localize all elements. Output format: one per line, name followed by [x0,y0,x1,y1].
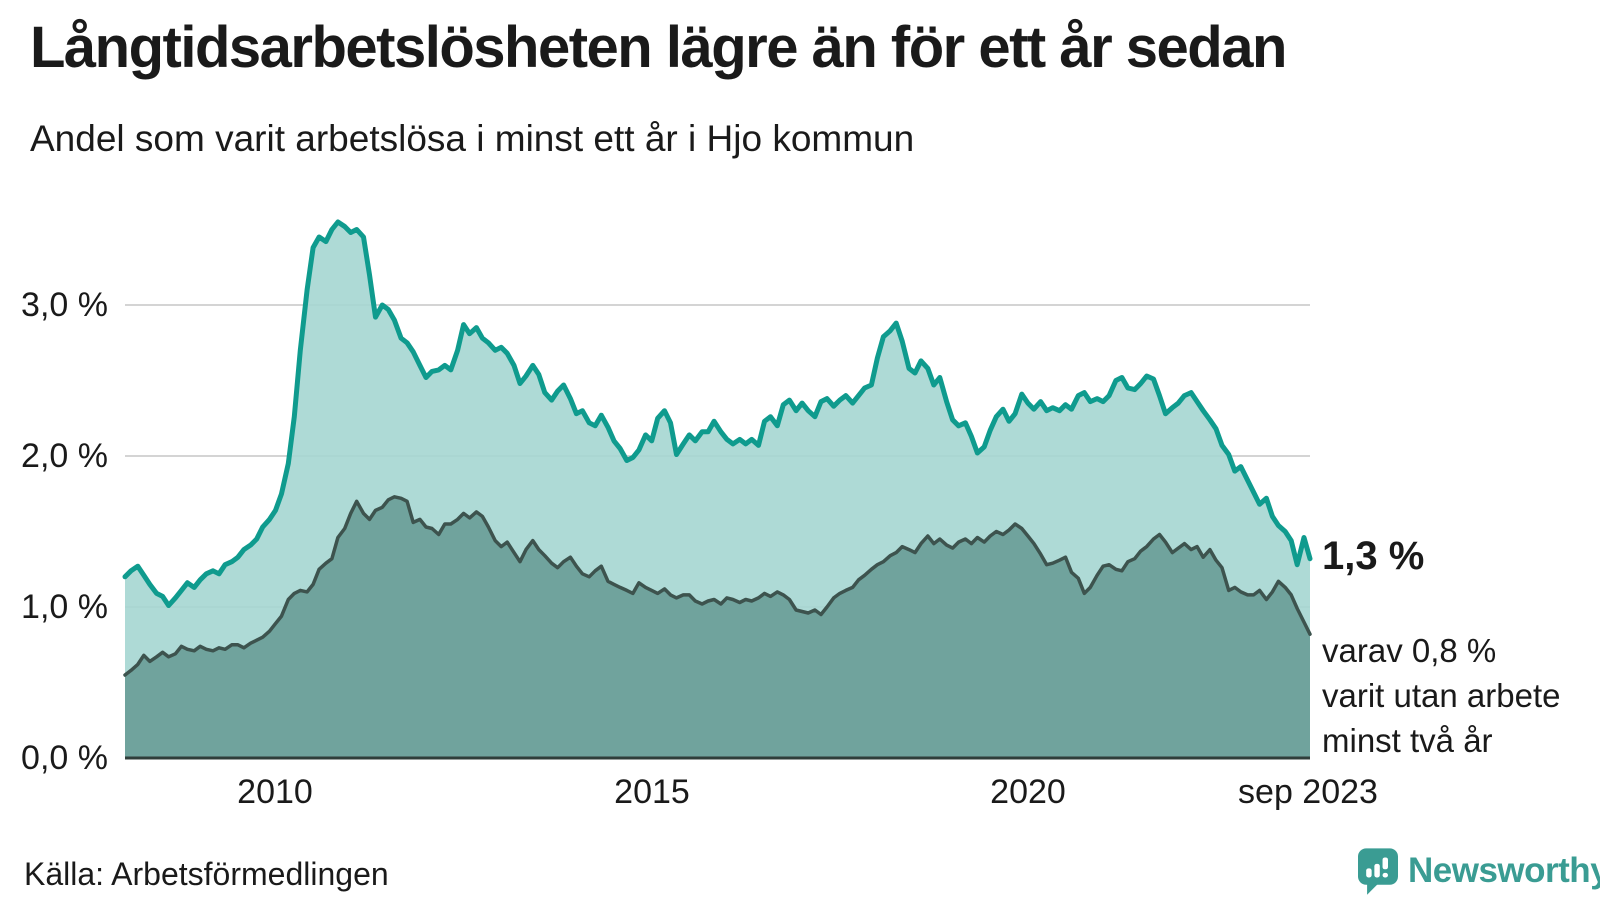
x-axis-label-sep-2023: sep 2023 [1238,773,1378,811]
annotation-note-line-3: minst två år [1322,722,1493,759]
chart-title: Långtidsarbetslösheten lägre än för ett … [30,15,1287,80]
chart-subtitle: Andel som varit arbetslösa i minst ett å… [30,118,915,159]
x-axis-label-2015: 2015 [614,773,690,811]
speech-bubble-chart-icon [1358,848,1398,901]
x-axis-label-2020: 2020 [990,773,1066,811]
y-axis-label-3: 3,0 % [21,286,108,324]
y-axis-label-2: 2,0 % [21,437,108,475]
annotation-note-line-2: varit utan arbete [1322,677,1561,714]
y-axis-label-0: 0,0 % [21,739,108,777]
annotation-note-line-1: varav 0,8 % [1322,632,1497,669]
logo-wordmark: Newsworthy [1408,851,1600,890]
y-axis-label-1: 1,0 % [21,588,108,626]
x-axis-label-2010: 2010 [237,773,313,811]
source-note: Källa: Arbetsförmedlingen [24,856,389,892]
newsworthy-logo: Newsworthy [1358,848,1600,901]
annotation-note: varav 0,8 % varit utan arbete minst två … [1322,628,1560,763]
end-value-label: 1,3 % [1322,534,1425,578]
